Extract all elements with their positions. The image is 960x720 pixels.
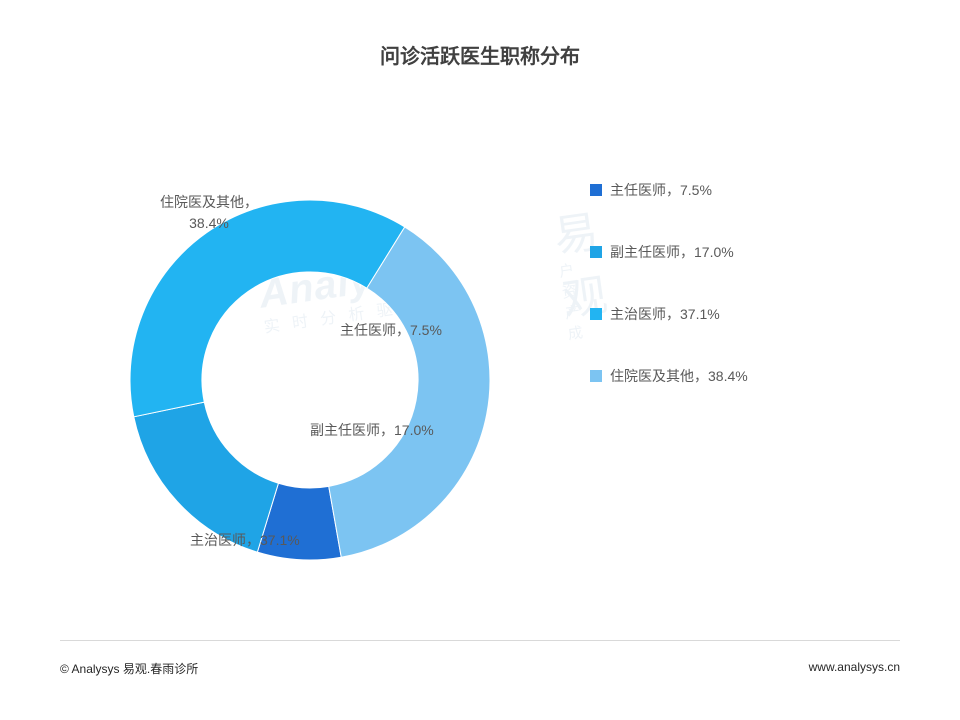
slice-label-0: 主任医师，7.5% [340,320,442,341]
legend-label-2: 主治医师，37.1% [610,304,720,324]
legend-swatch-0 [590,184,602,196]
donut-chart: 主任医师，7.5% 副主任医师，17.0% 主治医师，37.1% 住院医及其他，38.… [90,100,530,620]
legend-item-2: 主治医师，37.1% [590,304,910,324]
legend-item-0: 主任医师，7.5% [590,180,910,200]
footer-url: www.analysys.cn [809,660,900,674]
footer-source: © Analysys 易观.春雨诊所 [60,660,198,677]
donut-svg [90,100,530,660]
slice-label-1: 副主任医师，17.0% [310,420,434,441]
chart-title: 问诊活跃医生职称分布 [0,40,960,69]
footer-rule [60,640,900,641]
legend-swatch-1 [590,246,602,258]
legend-label-0: 主任医师，7.5% [610,180,712,200]
legend-swatch-3 [590,370,602,382]
legend-label-3: 住院医及其他，38.4% [610,366,748,386]
legend-item-3: 住院医及其他，38.4% [590,366,910,386]
legend: 主任医师，7.5% 副主任医师，17.0% 主治医师，37.1% 住院医及其他，38.… [590,180,910,428]
legend-swatch-2 [590,308,602,320]
legend-item-1: 副主任医师，17.0% [590,242,910,262]
page: 问诊活跃医生职称分布 Analysys 实 时 分 析 驱 易 观 户 资 产 … [0,0,960,720]
slice-label-3: 住院医及其他，38.4% [160,192,258,234]
watermark-cn-sub: 户 资 产 成 [558,258,591,344]
legend-label-1: 副主任医师，17.0% [610,242,734,262]
slice-label-2: 主治医师，37.1% [190,530,300,551]
